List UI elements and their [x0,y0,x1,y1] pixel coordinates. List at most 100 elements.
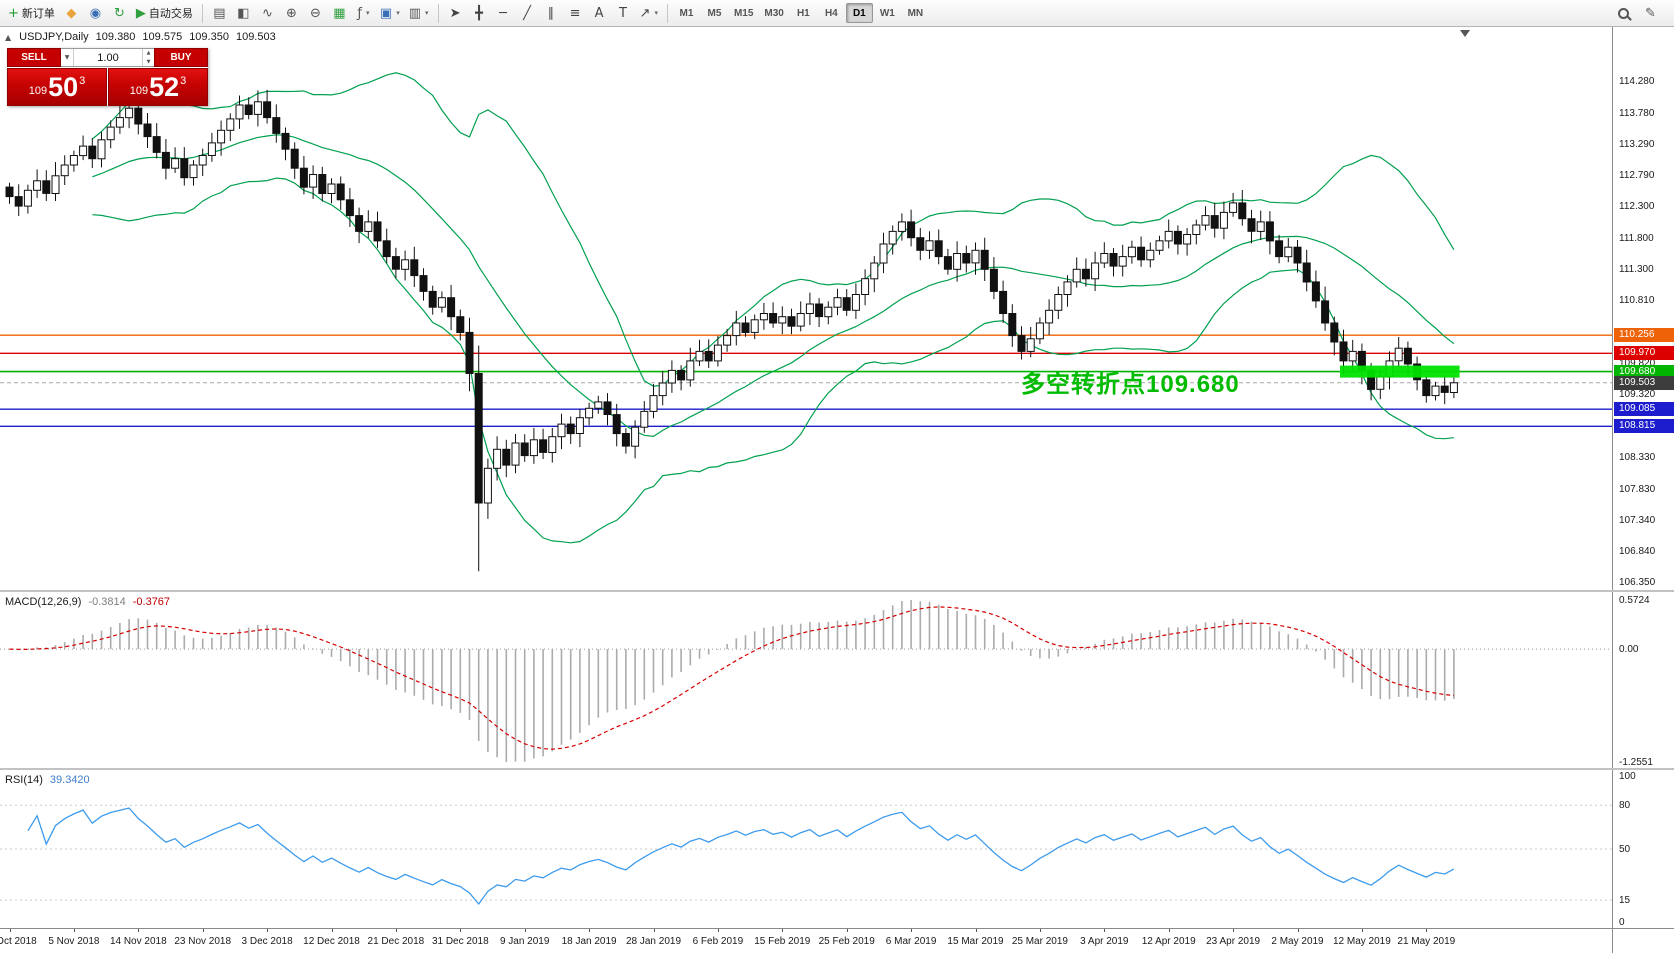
timeframe-m30[interactable]: M30 [764,7,784,19]
volume-box: ▼ 1.00 ▲ ▼ [61,48,154,67]
date-label: 23 Nov 2018 [174,936,232,947]
price-plot[interactable] [0,27,1612,590]
price-flag-support-lower: 108.815 [1614,419,1674,434]
hline-button[interactable]: ─ [492,3,515,24]
zoom-in-icon: ⊕ [285,5,297,21]
price-tick: 109.320 [1619,389,1656,401]
macd-signal-value: -0.3767 [132,596,171,608]
ohlc-high: 109.575 [142,31,183,43]
line-chart-button[interactable]: ∿ [256,3,279,24]
autotrading-button[interactable]: ▶ 自动交易 [132,3,197,24]
text-button[interactable]: A [588,3,611,24]
timeframe-h1[interactable]: H1 [796,7,810,19]
price-tick: 107.340 [1619,514,1656,526]
price-tick: 111.300 [1619,264,1654,276]
symbol-period-label: USDJPY,Daily [19,31,89,43]
macd-panel[interactable]: 0.5724 0.00 -1.2551 MACD(12,26,9) -0.3814 -0… [0,590,1674,768]
shapes-button[interactable]: ↗ ▾ [636,3,662,24]
template-icon: ▥ [408,5,422,21]
new-order-button[interactable]: + 新订单 [4,3,59,24]
toolbar: + 新订单 ◆ ◉ ↻ ▶ 自动交易 ▤ ◧ ∿ ⊕ ⊖ ▦ ƒ ▾ ▣ ▾ ▥ ▾ ➤ ╋ ─ ╱ ∥ ≡ A T ↗ ▾ M1 M5 M1… [0,0,1674,27]
date-label: 12 Apr 2019 [1141,936,1196,947]
date-label: 15 Feb 2019 [754,936,811,947]
main-chart-panel[interactable]: 114.280 113.780 113.290 112.790 112.300 111.8… [0,27,1674,590]
indicators-button[interactable]: ƒ ▾ [352,3,375,24]
price-flag-support-upper: 109.085 [1614,402,1674,417]
date-label: 31 Dec 2018 [431,936,489,947]
templates-button[interactable]: ▥ ▾ [405,3,433,24]
date-label: 15 Mar 2019 [947,936,1004,947]
buy-price-prefix: 109 [129,85,149,97]
new-order-button-label: 新订单 [21,8,55,20]
macd-histogram [8,600,1455,762]
chart-annotation-text[interactable]: 多空转折点109.680 [1021,371,1240,398]
timeframe-m1[interactable]: M1 [679,7,694,19]
label-button[interactable]: T [612,3,635,24]
chart-shift-marker[interactable] [1460,30,1470,37]
collapse-panel-icon[interactable]: ▲ [5,32,12,42]
timeframe-m5[interactable]: M5 [707,7,722,19]
candle-chart-button[interactable]: ◧ [232,3,255,24]
sell-price-button[interactable]: 109 50 3 [7,68,107,106]
price-tick: 113.290 [1619,138,1655,150]
bar-chart-icon: ▤ [213,5,226,21]
mql-market-button[interactable]: ◆ [60,3,83,24]
timeframe-m15[interactable]: M15 [733,7,754,19]
trendline-button[interactable]: ╱ [516,3,539,24]
timeframe-h4[interactable]: H4 [824,7,838,19]
date-label: 21 May 2019 [1397,936,1456,947]
date-label: 3 Dec 2018 [241,936,293,947]
rsi-label: RSI(14) 39.3420 [5,774,90,786]
sell-button[interactable]: SELL [7,48,61,67]
accounts-button[interactable]: ◉ [84,3,107,24]
zoom-out-button[interactable]: ⊖ [304,3,327,24]
timeframe-mn[interactable]: MN [907,7,924,19]
date-label: 26 Oct 2018 [0,936,37,947]
fibonacci-button[interactable]: ≡ [564,3,587,24]
time-tick [911,929,913,932]
volume-down-button[interactable]: ▼ [146,58,151,65]
price-tick: 106.350 [1619,577,1656,588]
macd-tick: 0.00 [1619,644,1639,656]
channel-button[interactable]: ∥ [540,3,563,24]
price-tick: 113.780 [1619,107,1655,119]
date-label: 6 Mar 2019 [885,936,937,947]
tile-windows-button[interactable]: ▦ [328,3,351,24]
periods-button[interactable]: ▣ ▾ [376,3,404,24]
toolbar-separator [666,3,668,23]
crosshair-button[interactable]: ╋ [468,3,491,24]
text-label-icon: T [619,5,627,21]
ohlc-open: 109.380 [95,31,136,43]
timeframe-d1[interactable]: D1 [845,3,873,23]
bar-chart-button[interactable]: ▤ [208,3,231,24]
text-icon: A [594,5,604,21]
time-tick [1297,929,1299,932]
zoom-in-button[interactable]: ⊕ [280,3,303,24]
rsi-panel[interactable]: 100 80 50 15 0 RSI(14) 39.3420 [0,768,1674,928]
buy-price-sup: 3 [180,75,187,87]
time-tick [267,929,269,932]
cursor-button[interactable]: ➤ [444,3,467,24]
date-label: 2 May 2019 [1271,936,1324,947]
period-grid-icon: ▣ [379,5,393,21]
macd-tick: -1.2551 [1619,757,1653,768]
sell-price-big: 50 [48,71,79,102]
time-tick [717,929,719,932]
pencil-icon: ✎ [1645,5,1656,21]
crosshair-icon: ╋ [475,5,483,21]
refresh-icon: ↻ [113,5,125,21]
volume-up-button[interactable]: ▲ [146,50,151,56]
timeframe-w1[interactable]: W1 [879,7,895,19]
volume-dropdown-icon[interactable]: ▼ [61,49,74,66]
highlight-rectangle[interactable] [1340,365,1460,378]
signals-button[interactable]: ↻ [108,3,131,24]
magnifier-icon[interactable] [1618,7,1629,19]
price-tick: 108.330 [1619,451,1656,463]
time-axis[interactable]: 26 Oct 2018 5 Nov 2018 14 Nov 2018 23 Nov 2… [0,928,1674,953]
quick-draw-button[interactable]: ✎ [1639,3,1662,24]
buy-button[interactable]: BUY [154,48,208,67]
buy-price-button[interactable]: 109 52 3 [108,68,208,106]
volume-input[interactable]: 1.00 [97,51,119,64]
date-label: 21 Dec 2018 [367,936,425,947]
